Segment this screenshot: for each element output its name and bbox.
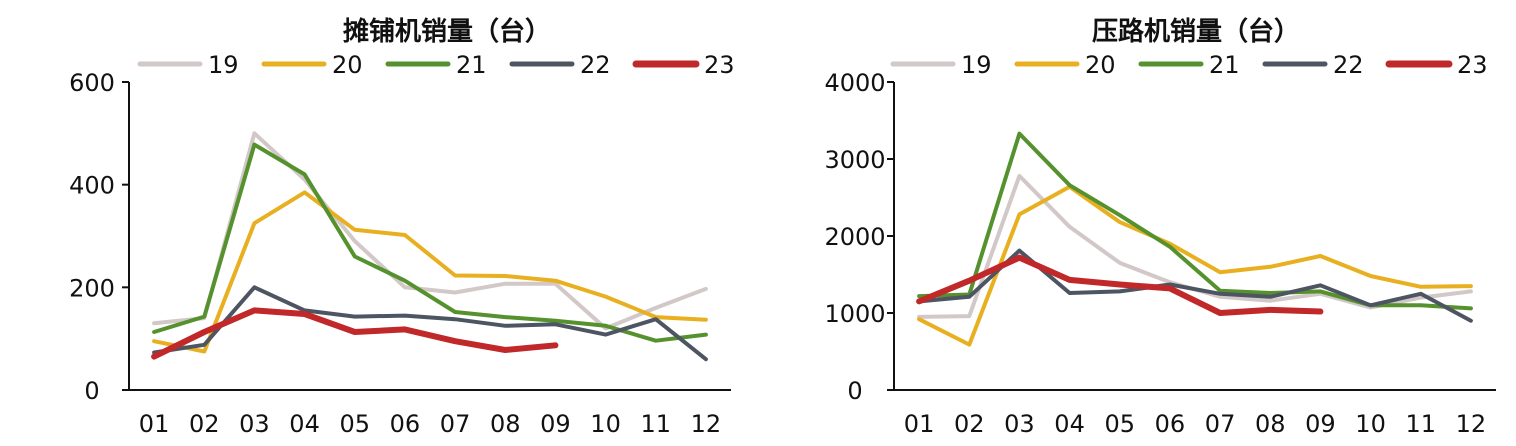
x-tick-label: 11 [1405,410,1436,438]
legend-label-20: 20 [332,51,363,79]
series-line-21 [152,142,708,343]
legend-label-20: 20 [1085,51,1116,79]
legend-label-19: 19 [208,51,239,79]
series-line-22 [152,285,708,362]
series-line-20 [917,184,1473,347]
y-tick-label: 600 [69,69,115,97]
x-tick-label: 01 [139,410,170,438]
y-tick-label: 0 [847,377,862,405]
legend-label-21: 21 [456,51,487,79]
chart-title: 摊铺机销量（台） [343,16,551,47]
legend-label-22: 22 [580,51,611,79]
x-tick-label: 01 [904,410,935,438]
x-tick-label: 06 [390,410,421,438]
x-tick-label: 05 [1104,410,1135,438]
x-tick-label: 02 [189,410,220,438]
y-tick-label: 4000 [824,69,885,97]
chart-roller-svg: 压路机销量（台） 0 1000 2000 3000 4000 01 02 03 04 05 06 07… [824,16,1496,438]
x-tick-label: 10 [1355,410,1386,438]
legend-label-23: 23 [704,51,735,79]
x-tick-label: 06 [1155,410,1186,438]
x-tick-label: 03 [1004,410,1035,438]
series-line-19 [152,131,708,331]
legend-label-22: 22 [1333,51,1364,79]
x-tick-label: 08 [1255,410,1286,438]
x-tick-label: 12 [1456,410,1487,438]
x-tick-label: 03 [239,410,270,438]
x-tick-label: 04 [1054,410,1085,438]
y-tick-label: 3000 [824,146,885,174]
chart-roller-sales: 压路机销量（台） 0 1000 2000 3000 4000 01 02 03 04 05 06 07… [758,0,1516,446]
y-tick-label: 400 [69,172,115,200]
x-tick-label: 12 [691,410,722,438]
chart-paver-sales: 摊铺机销量（台） 0 200 400 600 01 02 03 04 05 06 07 08 09 10 1… [69,16,735,438]
chart-paver-svg: 摊铺机销量（台） 0 200 400 600 01 02 03 04 05 06 07 08 09 10 1… [69,16,735,438]
x-tick-label: 05 [339,410,370,438]
legend-label-23: 23 [1457,51,1488,79]
x-tick-label: 09 [1305,410,1336,438]
y-tick-label: 200 [69,274,115,302]
x-tick-label: 09 [540,410,571,438]
y-tick-label: 1000 [824,300,885,328]
x-tick-label: 07 [1205,410,1236,438]
legend-label-19: 19 [961,51,992,79]
series-line-19 [917,173,1473,319]
x-tick-label: 04 [289,410,320,438]
x-tick-label: 11 [640,410,671,438]
series-line-20 [152,190,708,354]
x-tick-label: 07 [440,410,471,438]
y-tick-label: 2000 [824,223,885,251]
x-tick-label: 08 [490,410,521,438]
y-tick-label: 0 [84,377,99,405]
chart-title: 压路机销量（台） [1092,16,1300,47]
x-tick-label: 02 [954,410,985,438]
legend-label-21: 21 [1209,51,1240,79]
x-tick-label: 10 [590,410,621,438]
